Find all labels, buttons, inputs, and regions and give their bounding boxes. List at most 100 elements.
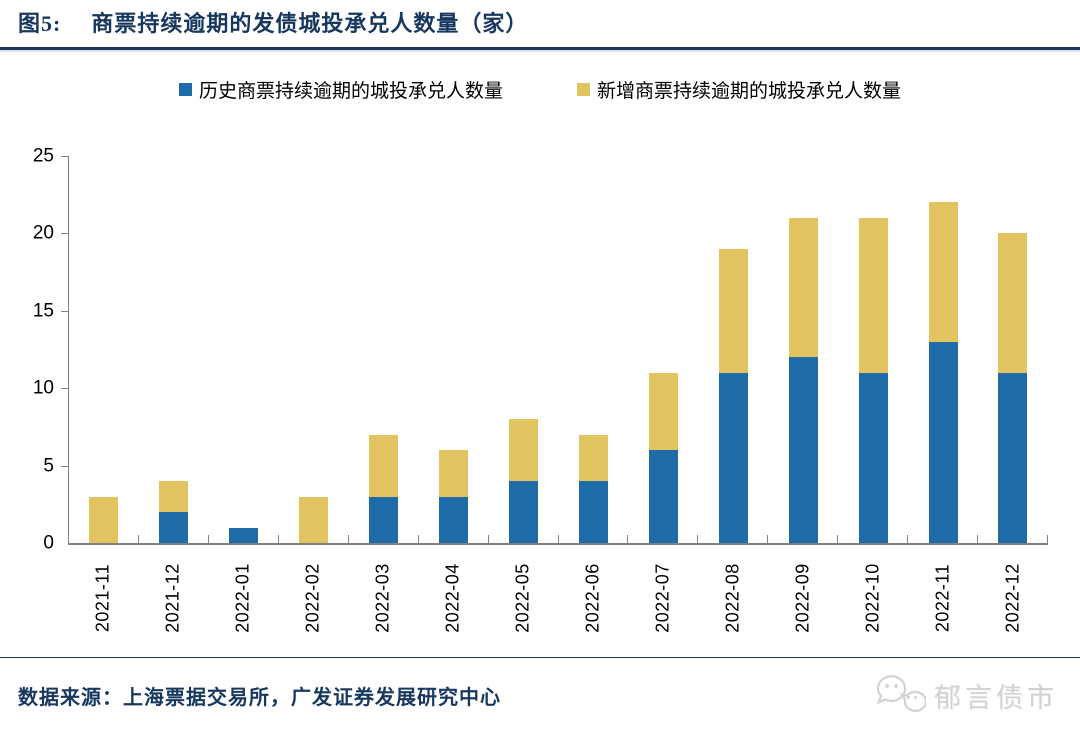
x-label-slot: 2022-01 <box>208 551 278 645</box>
bar-segment-new <box>998 233 1028 373</box>
x-label-slot: 2022-07 <box>628 551 698 645</box>
figure-header: 图5: 商票持续逾期的发债城投承兑人数量（家） <box>0 0 1080 39</box>
bar-slot <box>489 156 559 543</box>
x-axis-tick <box>627 535 629 543</box>
y-axis-tick <box>61 465 69 467</box>
y-axis-tick <box>61 388 69 390</box>
bar-segment-historical <box>369 496 399 543</box>
brand-watermark: 郁言债市 <box>874 674 1058 716</box>
x-axis-labels: 2021-11 2021-12 2022-01 2022-02 2022-03 2022-… <box>68 551 1048 645</box>
x-axis-tick-label: 2021-11 <box>92 563 113 633</box>
legend-item: 历史商票持续逾期的城投承兑人数量 <box>178 76 503 103</box>
y-axis-tick-label: 10 <box>32 377 54 399</box>
bar-segment-new <box>788 217 818 358</box>
x-axis-tick <box>977 535 979 543</box>
y-axis-tick <box>61 310 69 312</box>
bars-container <box>69 156 1048 543</box>
bar-slot <box>349 156 419 543</box>
bar-segment-historical <box>998 372 1028 543</box>
stacked-bar <box>998 233 1028 543</box>
x-axis-tick-label: 2022-04 <box>442 563 463 633</box>
stacked-bar <box>159 481 189 543</box>
legend-swatch <box>178 82 192 96</box>
bar-slot <box>628 156 698 543</box>
stacked-bar <box>578 434 608 543</box>
bar-segment-historical <box>648 450 678 543</box>
bar-slot <box>209 156 279 543</box>
x-label-slot: 2022-12 <box>978 551 1048 645</box>
x-axis-tick-label: 2022-03 <box>372 563 393 633</box>
legend-label: 新增商票持续逾期的城投承兑人数量 <box>597 80 902 102</box>
bar-slot <box>558 156 628 543</box>
y-axis-tick-label: 25 <box>32 145 54 167</box>
bar-slot <box>698 156 768 543</box>
bar-slot <box>978 156 1048 543</box>
bar-segment-new <box>858 217 888 373</box>
stacked-bar <box>858 217 888 543</box>
x-axis-tick <box>697 535 699 543</box>
x-axis-tick <box>767 535 769 543</box>
x-axis-tick <box>207 535 209 543</box>
x-axis-tick-label: 2022-07 <box>652 563 673 633</box>
x-axis-tick-label: 2021-12 <box>162 563 183 633</box>
stacked-bar <box>928 202 958 543</box>
header-divider <box>0 47 1080 50</box>
x-axis-tick <box>137 535 139 543</box>
x-label-slot: 2022-06 <box>558 551 628 645</box>
bar-segment-historical <box>578 481 608 543</box>
bar-segment-new <box>928 202 958 342</box>
stacked-bar <box>89 496 119 543</box>
stacked-bar <box>369 434 399 543</box>
bar-segment-historical <box>159 512 189 543</box>
bar-segment-new <box>718 248 748 373</box>
bar-segment-historical <box>508 481 538 543</box>
x-axis-tick <box>907 535 909 543</box>
data-source-note: 数据来源：上海票据交易所，广发证券发展研究中心 <box>18 686 501 709</box>
x-axis-tick <box>837 535 839 543</box>
x-axis-tick-label: 2022-08 <box>722 563 743 633</box>
figure-title: 商票持续逾期的发债城投承兑人数量（家） <box>91 11 529 36</box>
legend-item: 新增商票持续逾期的城投承兑人数量 <box>577 76 901 103</box>
watermark-text: 郁言债市 <box>934 682 1058 713</box>
x-label-slot: 2022-08 <box>698 551 768 645</box>
stacked-bar <box>648 372 678 543</box>
stacked-bar-chart: 0 5 10 15 20 25 2021-11 2021-12 2022-01 2022-02 2… <box>33 147 1048 645</box>
bar-slot <box>279 156 349 543</box>
x-axis-tick <box>417 535 419 543</box>
bar-segment-historical <box>439 496 469 543</box>
wechat-icon <box>876 675 926 712</box>
bar-segment-new <box>89 496 119 543</box>
x-label-slot: 2022-11 <box>908 551 978 645</box>
x-axis-tick-label: 2022-12 <box>1002 563 1023 633</box>
figure-footer: 数据来源：上海票据交易所，广发证券发展研究中心 郁言债市 <box>0 658 1080 716</box>
legend-label: 历史商票持续逾期的城投承兑人数量 <box>198 80 503 102</box>
stacked-bar <box>718 248 748 543</box>
x-axis-tick <box>277 535 279 543</box>
x-label-slot: 2022-09 <box>768 551 838 645</box>
bar-segment-historical <box>858 372 888 543</box>
x-axis-tick-label: 2022-11 <box>932 563 953 633</box>
x-axis-tick-label: 2022-09 <box>792 563 813 633</box>
bar-segment-historical <box>788 357 818 543</box>
bar-segment-historical <box>229 527 259 543</box>
bar-segment-new <box>508 419 538 482</box>
x-axis-tick <box>1047 535 1048 543</box>
bar-slot <box>768 156 838 543</box>
legend: 历史商票持续逾期的城投承兑人数量 新增商票持续逾期的城投承兑人数量 <box>0 76 1080 102</box>
y-axis-tick-label: 5 <box>43 455 54 477</box>
y-axis-tick-label: 15 <box>32 300 54 322</box>
plot-area: 0 5 10 15 20 25 <box>33 147 1048 553</box>
stacked-bar <box>229 527 259 543</box>
stacked-bar <box>299 496 329 543</box>
x-axis-tick <box>557 535 559 543</box>
x-label-slot: 2021-12 <box>138 551 208 645</box>
bar-segment-historical <box>928 341 958 543</box>
x-label-slot: 2022-05 <box>488 551 558 645</box>
bar-segment-new <box>648 372 678 451</box>
footer-divider <box>0 657 1080 658</box>
bar-slot <box>139 156 209 543</box>
x-axis-tick-label: 2022-05 <box>512 563 533 633</box>
stacked-bar <box>439 450 469 543</box>
bar-slot <box>69 156 139 543</box>
